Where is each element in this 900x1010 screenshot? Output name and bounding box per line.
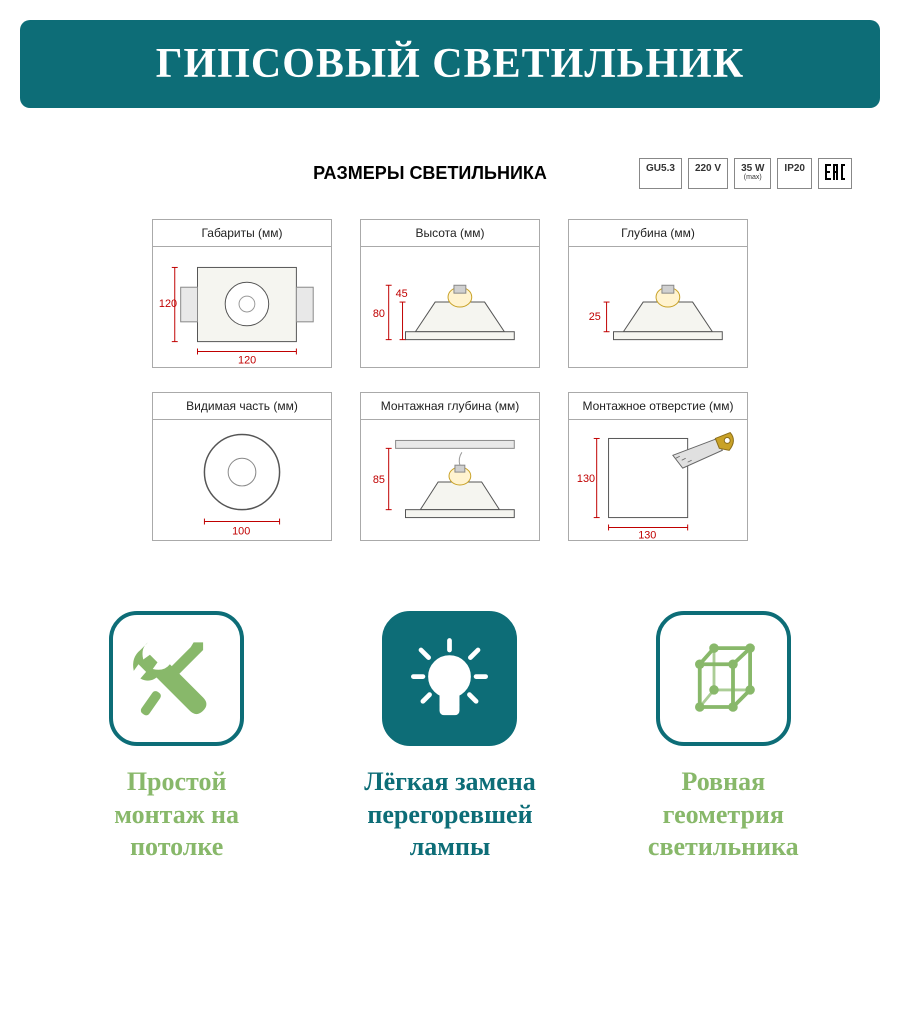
feature-text: Простой монтаж на потолке	[47, 766, 307, 864]
header-banner: ГИПСОВЫЙ СВЕТИЛЬНИК	[20, 20, 880, 108]
dim-card-title: Монтажное отверстие (мм)	[569, 393, 747, 420]
dim-card-title: Монтажная глубина (мм)	[361, 393, 539, 420]
spec-badge: 220 V	[688, 158, 728, 189]
dim-card-title: Габариты (мм)	[153, 220, 331, 247]
spec-badges: GU5.3 220 V 35 W(max) IP20	[639, 158, 852, 189]
svg-text:120: 120	[238, 354, 256, 366]
dim-diagram-icon: 80 45	[361, 247, 539, 367]
dim-card-title: Высота (мм)	[361, 220, 539, 247]
header-title: ГИПСОВЫЙ СВЕТИЛЬНИК	[156, 41, 744, 87]
dim-diagram-icon: 120 120	[153, 247, 331, 367]
cube-icon	[676, 631, 771, 726]
feature-icon-wrap	[656, 611, 791, 746]
dim-card-mont-otverstie: Монтажное отверстие (мм) 130 130	[568, 392, 748, 541]
dimension-cards-grid: Габариты (мм) 120 120 Высот	[20, 199, 880, 551]
feature-icon-wrap	[382, 611, 517, 746]
dim-diagram-icon: 25	[569, 247, 747, 367]
dim-diagram-icon: 130 130	[569, 420, 747, 540]
svg-text:80: 80	[373, 308, 385, 320]
lightbulb-icon	[402, 631, 497, 726]
feature-text: Ровная геометрия светильника	[593, 766, 853, 864]
svg-text:130: 130	[577, 473, 595, 485]
dim-card-title: Видимая часть (мм)	[153, 393, 331, 420]
dim-card-vysota: Высота (мм) 80 45	[360, 219, 540, 368]
svg-text:120: 120	[159, 298, 177, 310]
feature-icon-wrap	[109, 611, 244, 746]
dim-diagram-icon: 100	[153, 420, 331, 540]
feature-easy-mount: Простой монтаж на потолке	[47, 611, 307, 864]
dim-card-vidimaya: Видимая часть (мм) 100	[152, 392, 332, 541]
spec-badge: 35 W(max)	[734, 158, 771, 189]
spec-badge: GU5.3	[639, 158, 682, 189]
dim-diagram-icon: 85	[361, 420, 539, 540]
feature-text: Лёгкая замена перегоревшей лампы	[320, 766, 580, 864]
svg-text:25: 25	[589, 311, 601, 323]
dim-card-gabarity: Габариты (мм) 120 120	[152, 219, 332, 368]
svg-text:130: 130	[638, 529, 656, 540]
svg-text:100: 100	[232, 525, 250, 537]
svg-text:45: 45	[396, 288, 408, 300]
spec-badge: IP20	[777, 158, 812, 189]
feature-easy-replace: Лёгкая замена перегоревшей лампы	[320, 611, 580, 864]
tools-icon	[129, 631, 224, 726]
svg-text:85: 85	[373, 474, 385, 486]
dimensions-section: РАЗМЕРЫ СВЕТИЛЬНИКА GU5.3 220 V 35 W(max…	[20, 163, 880, 551]
dim-card-mont-glubina: Монтажная глубина (мм) 85	[360, 392, 540, 541]
dim-card-title: Глубина (мм)	[569, 220, 747, 247]
dim-card-glubina: Глубина (мм) 25	[568, 219, 748, 368]
feature-geometry: Ровная геометрия светильника	[593, 611, 853, 864]
features-row: Простой монтаж на потолке	[20, 611, 880, 864]
spec-badge-eac	[818, 158, 852, 189]
